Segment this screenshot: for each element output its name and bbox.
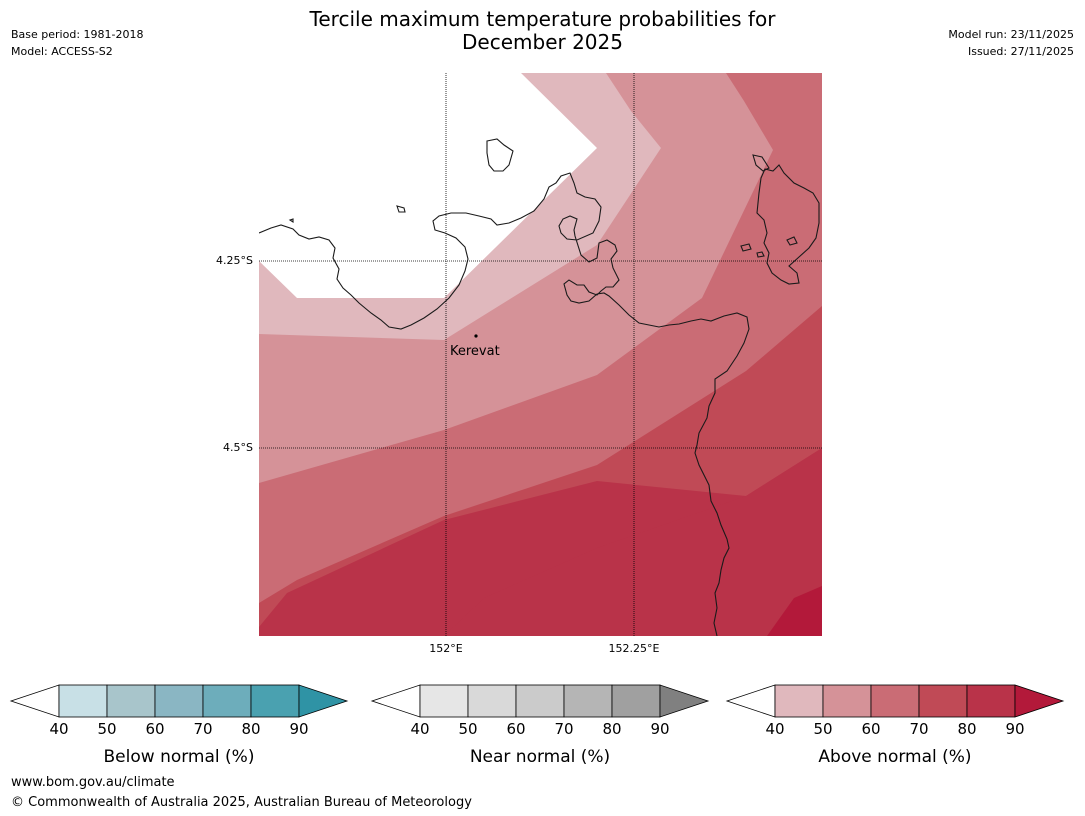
lon-label-152: 152°E (429, 642, 463, 655)
model-run-text: Model run: 23/11/2025 (948, 28, 1074, 41)
legend-above-label: Above normal (%) (818, 747, 971, 767)
title-line-2: December 2025 (462, 30, 623, 54)
band-above-90 (767, 586, 822, 636)
legend-above-arrow-low (725, 684, 776, 718)
legend-near-label: Near normal (%) (470, 747, 610, 767)
coastline-islet-2 (740, 243, 752, 252)
legend-near-tick-60: 60 (506, 720, 525, 738)
map-title: Tercile maximum temperature probabilitie… (0, 8, 1085, 54)
coastline-islet-1 (752, 154, 770, 172)
model-text: Model: ACCESS-S2 (11, 45, 113, 58)
legend-near-arrow-high (659, 684, 710, 718)
legend-below-swatch-40-50 (58, 684, 108, 718)
base-period-text: Base period: 1981-2018 (11, 28, 144, 41)
legend-above-swatch-70-80 (918, 684, 968, 718)
legend-below-swatch-50-60 (106, 684, 156, 718)
coastline-islet-6 (288, 218, 294, 224)
legend-below-tick-70: 70 (193, 720, 212, 738)
legend-near-tick-70: 70 (554, 720, 573, 738)
legend-near-swatch-40-50 (419, 684, 469, 718)
legend-near-normal: 40 50 60 70 80 90 Near normal (%) (370, 684, 710, 767)
legend-above-tick-40: 40 (765, 720, 784, 738)
legend-above-tick-60: 60 (861, 720, 880, 738)
legend-near-swatch-50-60 (467, 684, 517, 718)
coastline-islet-5 (396, 205, 406, 213)
legend-below-arrow-low (9, 684, 60, 718)
legend-near-swatch-60-70 (515, 684, 565, 718)
meta-left: Base period: 1981-2018 Model: ACCESS-S2 (11, 26, 143, 60)
legend-above-tick-90: 90 (1005, 720, 1024, 738)
legend-above-tick-70: 70 (909, 720, 928, 738)
legend-below-swatch-70-80 (202, 684, 252, 718)
legend-near-arrow-low (370, 684, 421, 718)
legend-below-tick-90: 90 (289, 720, 308, 738)
legend-below-swatch-80-90 (250, 684, 300, 718)
legend-near-tick-90: 90 (650, 720, 669, 738)
legend-near-tick-50: 50 (458, 720, 477, 738)
legend-below-tick-50: 50 (97, 720, 116, 738)
coastline-islet-4 (786, 236, 798, 246)
legend-above-swatch-50-60 (822, 684, 872, 718)
legend-near-swatch-70-80 (563, 684, 613, 718)
legend-below-tick-60: 60 (145, 720, 164, 738)
coastline-main (259, 172, 750, 636)
legend-above-normal: 40 50 60 70 80 90 Above normal (%) (725, 684, 1065, 767)
legend-above-swatch-60-70 (870, 684, 920, 718)
band-above-80-90-south (444, 448, 822, 636)
map-panel: Kerevat (259, 73, 822, 636)
legend-above-tick-80: 80 (957, 720, 976, 738)
legend-above-tick-50: 50 (813, 720, 832, 738)
coastline-north-island (486, 138, 514, 172)
legend-near-tick-80: 80 (602, 720, 621, 738)
legend-below-tick-40: 40 (49, 720, 68, 738)
issued-text: Issued: 27/11/2025 (967, 45, 1074, 58)
legend-above-swatch-80-90 (966, 684, 1016, 718)
legend-below-label: Below normal (%) (104, 747, 255, 767)
footer-url: www.bom.gov.au/climate (11, 775, 175, 790)
footer-copyright: © Commonwealth of Australia 2025, Austra… (11, 795, 472, 810)
lon-label-152.25: 152.25°E (608, 642, 660, 655)
kerevat-label: Kerevat (450, 344, 500, 359)
legend-above-arrow-high (1014, 684, 1065, 718)
meta-right: Model run: 23/11/2025 Issued: 27/11/2025 (948, 26, 1074, 60)
legend-near-tick-40: 40 (410, 720, 429, 738)
coastline (259, 138, 820, 636)
kerevat-marker (474, 334, 478, 338)
legend-below-tick-80: 80 (241, 720, 260, 738)
legend-below-swatch-60-70 (154, 684, 204, 718)
legend-below-arrow-high (298, 684, 349, 718)
legend-below-normal: 40 50 60 70 80 90 Below normal (%) (9, 684, 349, 767)
legend-near-swatch-80-90 (611, 684, 661, 718)
legend-above-swatch-40-50 (774, 684, 824, 718)
title-line-1: Tercile maximum temperature probabilitie… (309, 7, 776, 31)
coastline-east-islands (756, 164, 820, 285)
lat-label-4.5: 4.5°S (223, 441, 253, 454)
coastline-islet-3 (756, 251, 765, 258)
lat-label-4.25: 4.25°S (216, 254, 253, 267)
